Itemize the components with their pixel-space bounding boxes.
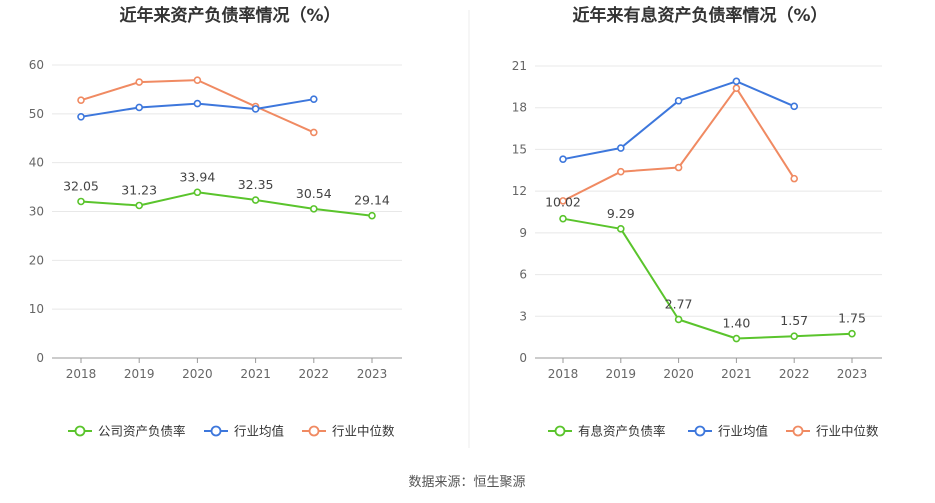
x-tick-label: 2021 [721,367,752,381]
chart-debt-ratio: 近年来资产负债率情况（%） 0 10 20 30 40 50 60 2018 2019 2020 20… [29,5,402,439]
series-line [562,80,795,161]
y-tick-label: 9 [519,226,527,240]
legend-label: 行业中位数 [332,424,395,439]
chart-title: 近年来资产负债率情况（%） [119,5,340,26]
legend-label: 有息资产负债率 [578,424,666,439]
legend-swatch-marker [694,425,706,437]
data-point [135,78,143,86]
data-point [309,95,318,103]
data-point [309,128,318,137]
chart-title: 近年来有息资产负债率情况（%） [572,5,827,26]
series-line [562,217,853,340]
data-point [616,144,625,152]
data-point [790,102,799,111]
data-point [135,201,143,210]
data-point [77,96,85,104]
data-point [559,155,567,163]
legend-label: 公司资产负债率 [98,424,186,439]
x-tick-label: 2020 [182,367,213,381]
data-label: 33.94 [180,169,216,184]
series-line [80,191,373,217]
data-point [135,103,143,112]
y-tick-label: 21 [512,59,527,73]
legend-swatch-marker [308,425,320,437]
x-tick-label: 2019 [606,367,637,381]
data-point [193,99,202,108]
x-tick-label: 2019 [124,367,155,381]
y-tick-label: 12 [512,184,527,198]
legend-swatch-marker [554,425,566,437]
y-tick-label: 0 [519,351,527,365]
x-tick-label: 2018 [66,367,97,381]
data-point [559,197,567,205]
legend-swatch-marker [210,425,222,437]
data-label: 1.57 [780,313,808,328]
y-tick-label: 60 [29,58,44,72]
y-tick-label: 10 [29,302,44,316]
x-tick-label: 2018 [548,367,579,381]
data-point [251,105,260,113]
data-point [790,174,799,183]
data-point [790,332,799,340]
data-point [559,214,567,223]
data-point [732,84,741,93]
data-label: 9.29 [607,206,635,221]
legend-label: 行业均值 [718,424,768,439]
data-point [674,96,683,105]
data-point [193,76,202,84]
y-tick-label: 30 [29,205,44,219]
data-point [309,205,318,213]
y-tick-label: 15 [512,142,527,156]
x-tick-label: 2021 [240,367,271,381]
y-tick-label: 3 [519,309,527,323]
x-tick-label: 2023 [837,367,868,381]
data-label: 2.77 [665,296,693,311]
data-label: 31.23 [121,182,157,197]
data-label: 10.02 [545,195,581,210]
y-tick-label: 6 [519,268,527,282]
legend-label: 行业均值 [234,424,284,439]
legend-label: 行业中位数 [816,424,879,439]
x-tick-label: 2023 [357,367,388,381]
x-tick-label: 2022 [299,367,330,381]
data-point [77,197,85,206]
data-point [848,329,856,338]
data-label: 29.14 [354,193,390,208]
y-tick-label: 40 [29,156,44,170]
data-point [732,77,741,86]
x-tick-label: 2020 [663,367,694,381]
data-point [251,196,260,204]
data-label: 1.40 [722,316,750,331]
series-line [562,87,796,202]
y-tick-label: 0 [36,351,44,365]
y-tick-label: 18 [512,101,527,115]
source-label: 数据来源：恒生聚源 [408,475,525,490]
data-point [193,188,202,197]
y-tick-label: 50 [29,107,44,121]
legend-swatch-marker [74,425,86,437]
data-point [77,112,85,121]
x-tick-label: 2022 [779,367,810,381]
data-label: 32.35 [238,177,274,192]
data-label: 30.54 [296,186,332,201]
chart-interest-debt-ratio: 近年来有息资产负债率情况（%） 0 3 6 9 12 15 18 21 2018 2019 2020 2… [512,5,882,439]
data-label: 1.75 [838,311,866,326]
data-point [616,167,625,176]
data-point [674,163,683,172]
data-point [368,211,376,220]
data-point [674,315,683,324]
legend-swatch-marker [792,425,804,437]
y-tick-label: 20 [29,253,44,267]
data-label: 32.05 [63,178,99,193]
data-point [616,225,625,233]
data-point [732,334,741,343]
